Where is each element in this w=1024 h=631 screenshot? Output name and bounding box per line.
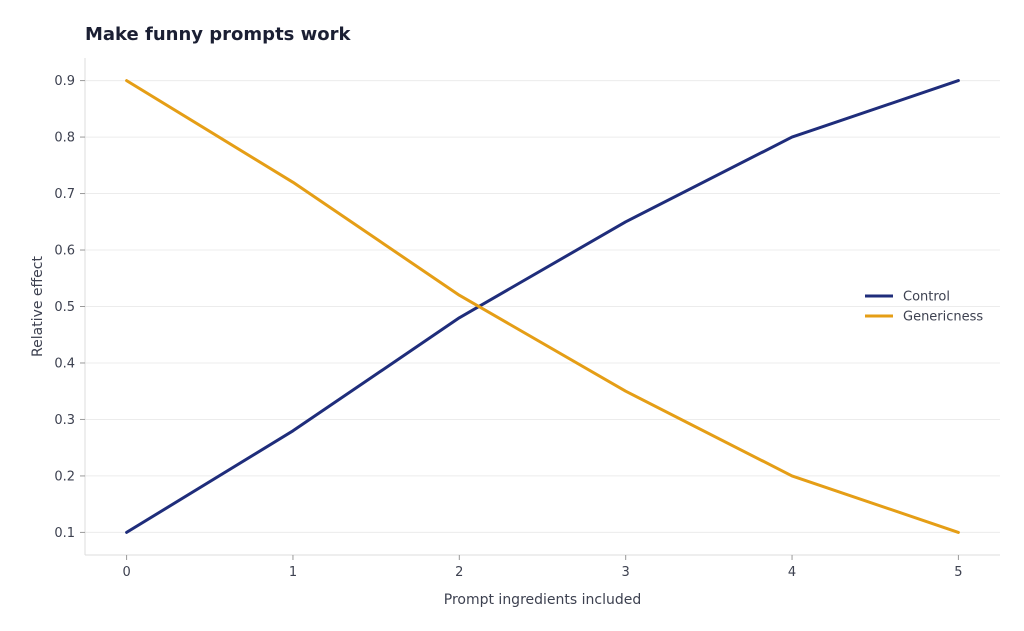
chart-title: Make funny prompts work [85,24,352,45]
series-line-control [125,79,960,534]
x-tick-label: 5 [954,565,962,580]
y-tick-label: 0.6 [54,244,75,259]
y-tick-label: 0.8 [54,131,75,146]
y-tick-label: 0.9 [54,74,75,89]
legend-label: Genericness [903,310,983,325]
grid [85,80,1000,533]
x-axis-ticks: 0 1 2 3 4 5 [122,555,963,580]
y-tick-label: 0.2 [54,469,75,484]
x-tick-label: 3 [622,565,630,580]
x-tick-label: 2 [455,565,463,580]
y-tick-label: 0.1 [54,526,75,541]
x-tick-label: 1 [289,565,297,580]
y-axis-label: Relative effect [30,256,46,357]
legend: Control Genericness [865,290,983,325]
x-axis-label: Prompt ingredients included [444,592,642,608]
y-tick-label: 0.5 [54,300,75,315]
y-tick-label: 0.4 [54,356,75,371]
x-tick-label: 0 [122,565,130,580]
y-tick-label: 0.7 [54,187,75,202]
y-axis-ticks: 0.1 0.2 0.3 0.4 0.5 0.6 0.7 0.8 0.9 [54,74,85,541]
series-line-genericness [125,79,960,534]
x-tick-label: 4 [788,565,796,580]
y-tick-label: 0.3 [54,413,75,428]
series [125,79,960,534]
legend-label: Control [903,290,950,305]
